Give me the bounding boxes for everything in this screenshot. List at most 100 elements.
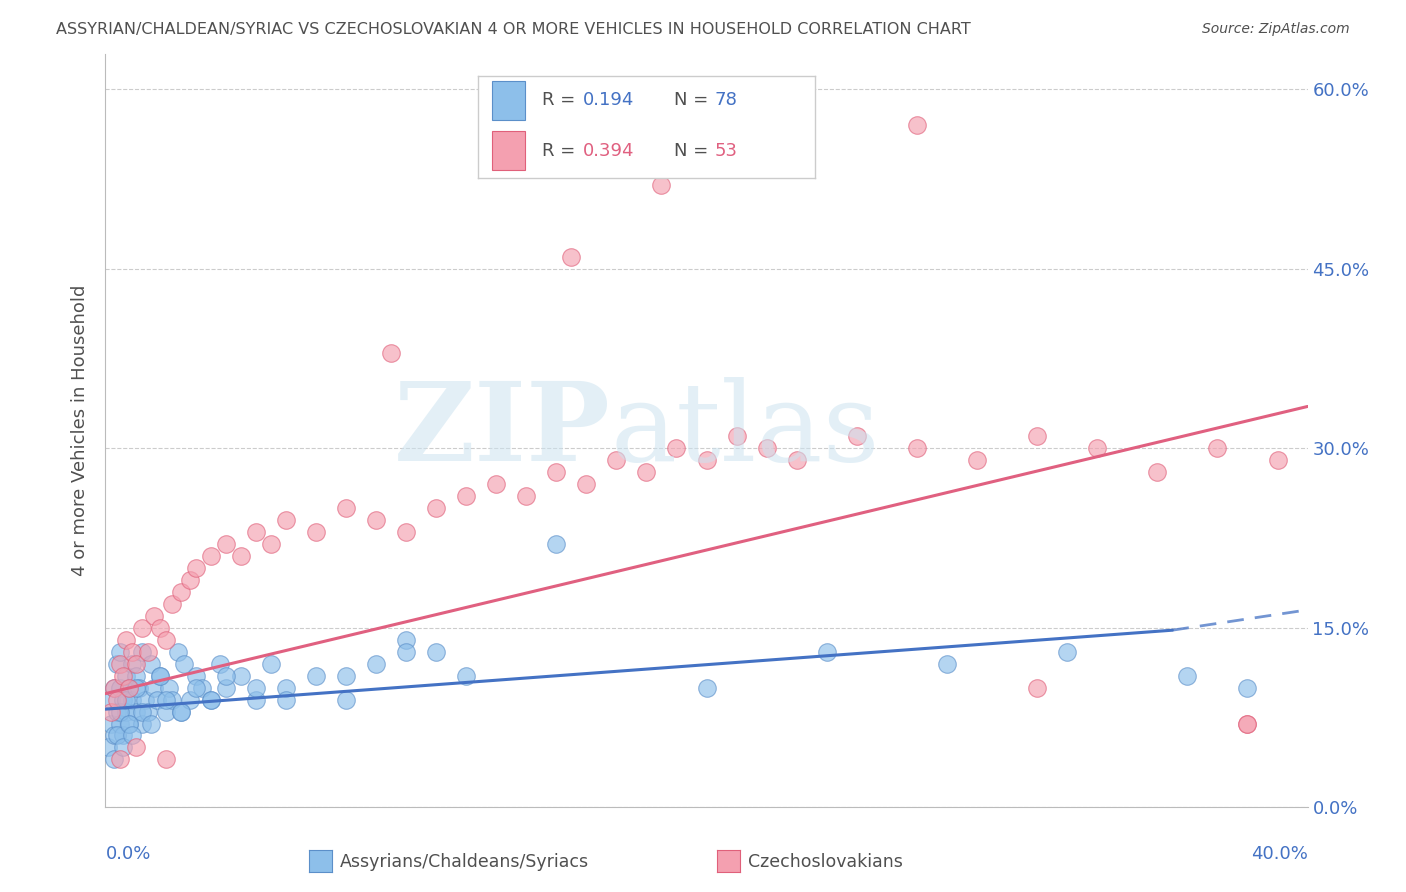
- Point: [169, 585, 191, 599]
- Point: [1085, 442, 1108, 456]
- Text: 53: 53: [714, 142, 737, 160]
- Point: [786, 453, 808, 467]
- Text: 0.0%: 0.0%: [105, 845, 150, 863]
- Point: [905, 442, 928, 456]
- Point: [139, 657, 162, 671]
- Point: [107, 692, 129, 706]
- Point: [605, 453, 627, 467]
- Point: [103, 681, 125, 695]
- Text: ASSYRIAN/CHALDEAN/SYRIAC VS CZECHOSLOVAKIAN 4 OR MORE VEHICLES IN HOUSEHOLD CORR: ASSYRIAN/CHALDEAN/SYRIAC VS CZECHOSLOVAK…: [56, 22, 972, 37]
- Point: [335, 668, 357, 682]
- Point: [155, 632, 177, 647]
- Point: [100, 692, 122, 706]
- Point: [1175, 668, 1198, 682]
- Point: [214, 668, 236, 682]
- Point: [305, 525, 328, 540]
- Point: [696, 681, 718, 695]
- Text: Source: ZipAtlas.com: Source: ZipAtlas.com: [1202, 22, 1350, 37]
- Point: [725, 429, 748, 443]
- Point: [128, 681, 150, 695]
- Point: [936, 657, 959, 671]
- Point: [395, 525, 418, 540]
- Text: Assyrians/Chaldeans/Syriacs: Assyrians/Chaldeans/Syriacs: [340, 853, 589, 871]
- Text: N =: N =: [673, 142, 714, 160]
- Point: [1146, 465, 1168, 479]
- Point: [245, 525, 267, 540]
- Text: N =: N =: [673, 92, 714, 110]
- Point: [1267, 453, 1289, 467]
- Text: ZIP: ZIP: [394, 377, 610, 483]
- Point: [229, 549, 252, 563]
- Point: [1056, 645, 1078, 659]
- Point: [274, 513, 297, 527]
- Point: [546, 537, 568, 551]
- Point: [112, 729, 135, 743]
- Bar: [492, 81, 526, 120]
- Point: [121, 657, 143, 671]
- Point: [755, 442, 778, 456]
- Point: [103, 729, 125, 743]
- Point: [169, 705, 191, 719]
- Point: [260, 657, 283, 671]
- Point: [274, 681, 297, 695]
- Point: [1206, 442, 1229, 456]
- Point: [148, 668, 170, 682]
- Point: [124, 668, 146, 682]
- Point: [115, 692, 138, 706]
- Point: [335, 501, 357, 516]
- Point: [815, 645, 838, 659]
- Point: [245, 681, 267, 695]
- Point: [636, 465, 658, 479]
- Point: [245, 692, 267, 706]
- Point: [380, 345, 402, 359]
- Point: [121, 645, 143, 659]
- Point: [107, 657, 129, 671]
- Point: [200, 692, 222, 706]
- Point: [110, 645, 132, 659]
- Point: [136, 645, 159, 659]
- Point: [454, 668, 477, 682]
- Text: R =: R =: [543, 92, 581, 110]
- Point: [160, 597, 183, 611]
- Point: [121, 692, 143, 706]
- Point: [155, 692, 177, 706]
- Point: [1236, 681, 1258, 695]
- Point: [124, 657, 146, 671]
- Point: [485, 477, 508, 491]
- Point: [173, 657, 195, 671]
- Text: Czechoslovakians: Czechoslovakians: [748, 853, 903, 871]
- Point: [139, 716, 162, 731]
- Point: [425, 501, 447, 516]
- Point: [112, 668, 135, 682]
- Point: [134, 692, 156, 706]
- Point: [1026, 429, 1049, 443]
- Point: [395, 645, 418, 659]
- Point: [131, 716, 153, 731]
- Y-axis label: 4 or more Vehicles in Household: 4 or more Vehicles in Household: [72, 285, 90, 576]
- Text: atlas: atlas: [610, 377, 880, 483]
- Point: [131, 645, 153, 659]
- Point: [575, 477, 598, 491]
- Point: [190, 681, 212, 695]
- Point: [103, 681, 125, 695]
- Point: [546, 465, 568, 479]
- Text: R =: R =: [543, 142, 581, 160]
- Point: [115, 705, 138, 719]
- Point: [131, 621, 153, 635]
- Point: [200, 549, 222, 563]
- Point: [110, 681, 132, 695]
- Text: 0.194: 0.194: [582, 92, 634, 110]
- Point: [131, 705, 153, 719]
- Point: [157, 681, 180, 695]
- Point: [184, 668, 207, 682]
- Point: [1236, 716, 1258, 731]
- Point: [665, 442, 688, 456]
- Point: [560, 250, 582, 264]
- Point: [112, 740, 135, 755]
- Point: [179, 573, 201, 587]
- Point: [124, 740, 146, 755]
- Point: [1026, 681, 1049, 695]
- Point: [142, 681, 165, 695]
- Point: [425, 645, 447, 659]
- Text: 0.394: 0.394: [582, 142, 634, 160]
